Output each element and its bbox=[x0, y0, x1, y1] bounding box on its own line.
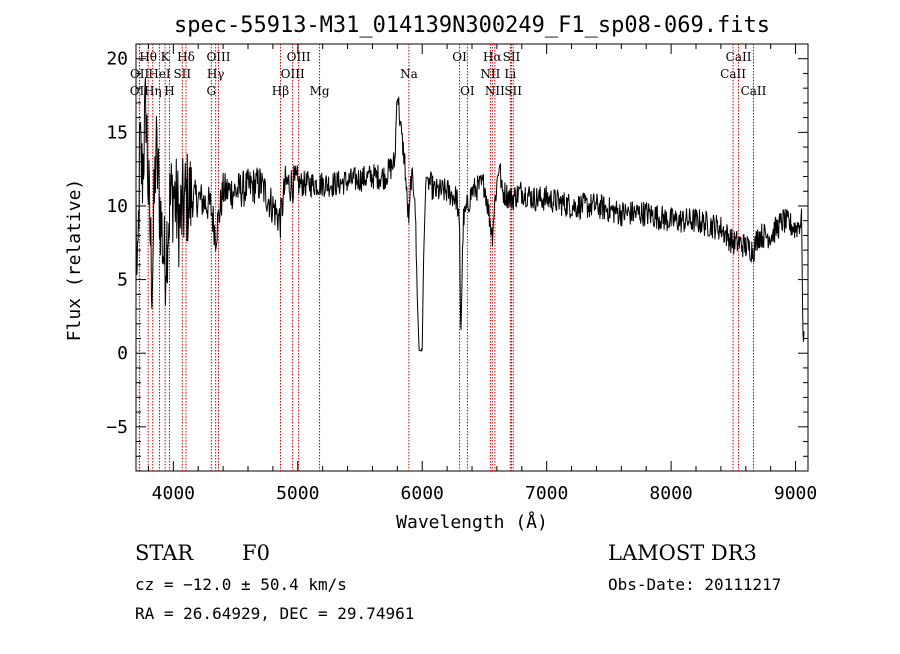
emission-line-label: NII bbox=[485, 84, 505, 98]
emission-line-label: Hα bbox=[483, 50, 502, 64]
emission-line-label: Hθ bbox=[139, 50, 157, 64]
emission-line-label: Hδ bbox=[177, 50, 195, 64]
object-class: STAR bbox=[135, 541, 194, 565]
emission-line-label: Na bbox=[400, 67, 418, 81]
emission-line-label: SII bbox=[504, 84, 522, 98]
subclass: F0 bbox=[242, 541, 270, 565]
emission-line-label: OIII bbox=[281, 67, 305, 81]
y-axis-label: Flux (relative) bbox=[64, 179, 85, 342]
plot-frame bbox=[135, 43, 809, 472]
emission-line-label: Mg bbox=[310, 84, 330, 98]
emission-line-label: Hβ bbox=[272, 84, 289, 98]
x-tick-label: 6000 bbox=[401, 483, 444, 504]
x-tick-label: 5000 bbox=[276, 483, 319, 504]
emission-line-label: H bbox=[164, 84, 174, 98]
x-axis-ticks: 4000 5000 6000 7000 8000 9000 bbox=[147, 44, 817, 504]
emission-line-label: OI bbox=[460, 84, 475, 98]
emission-line-label: CaII bbox=[741, 84, 767, 98]
y-tick-label: −5 bbox=[106, 417, 128, 438]
emission-line-label: NII bbox=[480, 67, 500, 81]
emission-line-label: CaII bbox=[726, 50, 752, 64]
y-tick-label: 15 bbox=[106, 122, 128, 143]
emission-line-label: K bbox=[161, 50, 171, 64]
emission-line-markers bbox=[138, 44, 754, 471]
emission-line-label: OIII bbox=[287, 50, 311, 64]
coordinates: RA = 26.64929, DEC = 29.74961 bbox=[135, 604, 414, 623]
emission-line-label: HeI bbox=[148, 67, 171, 81]
emission-line-label: Hη bbox=[144, 84, 162, 98]
y-tick-label: 10 bbox=[106, 196, 128, 217]
y-tick-label: 0 bbox=[117, 343, 128, 364]
emission-line-label: SII bbox=[173, 67, 191, 81]
spectrum-line bbox=[135, 77, 805, 352]
emission-line-label: OI bbox=[452, 50, 467, 64]
emission-line-label: SII bbox=[503, 50, 521, 64]
emission-line-label: Hγ bbox=[207, 67, 225, 81]
emission-line-label: Li bbox=[504, 67, 516, 81]
spectrum-info: STAR F0 LAMOST DR3 cz = −12.0 ± 50.4 km/… bbox=[135, 541, 781, 623]
x-axis-label: Wavelength (Å) bbox=[396, 511, 548, 533]
emission-line-label: OIII bbox=[206, 50, 230, 64]
obs-date: Obs-Date: 20111217 bbox=[608, 575, 781, 594]
redshift-readout: cz = −12.0 ± 50.4 km/s bbox=[135, 575, 347, 594]
y-tick-label: 5 bbox=[117, 270, 128, 291]
y-tick-label: 20 bbox=[106, 49, 128, 70]
x-tick-label: 4000 bbox=[152, 483, 195, 504]
y-axis-ticks: −5 0 5 10 15 20 bbox=[106, 43, 808, 472]
x-tick-label: 8000 bbox=[649, 483, 692, 504]
emission-line-label: CaII bbox=[720, 67, 746, 81]
emission-line-label: G bbox=[206, 84, 216, 98]
emission-line-label: OII bbox=[130, 67, 150, 81]
survey-name: LAMOST DR3 bbox=[608, 541, 757, 565]
x-tick-label: 7000 bbox=[525, 483, 568, 504]
chart-title: spec-55913-M31_014139N300249_F1_sp08-069… bbox=[174, 13, 770, 38]
x-tick-label: 9000 bbox=[774, 483, 817, 504]
